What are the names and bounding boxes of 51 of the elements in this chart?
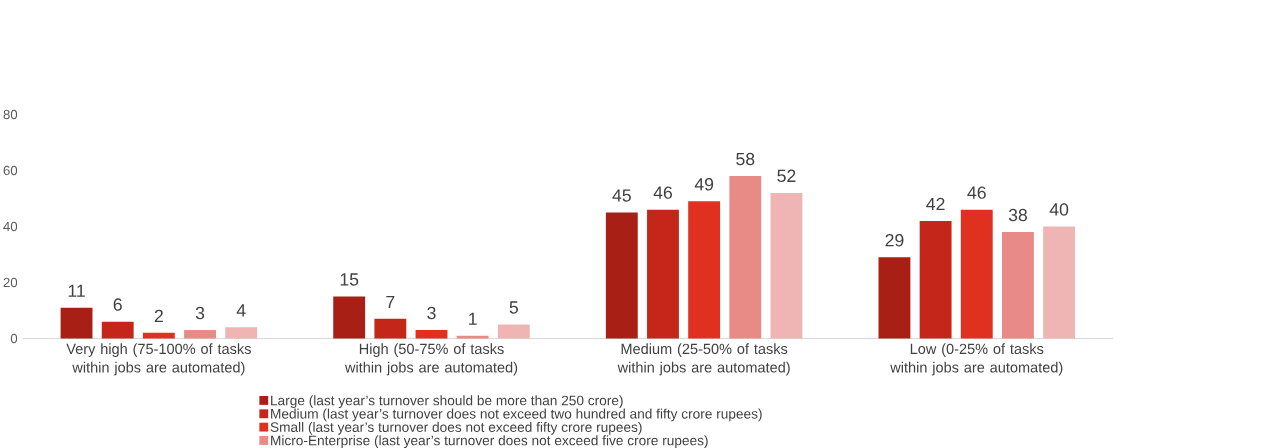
x-tick-label: Medium (25-50% of tasks within jobs are automated): [617, 343, 790, 376]
data-label: 3: [195, 306, 205, 320]
bar: [415, 329, 448, 339]
bar: [919, 220, 952, 339]
x-tick-label: Low (0-25% of tasks within jobs are automated): [890, 343, 1063, 376]
bar: [960, 209, 993, 339]
bar: [647, 209, 679, 339]
bar: [60, 307, 93, 339]
data-label: 3: [427, 306, 436, 320]
data-label: 38: [1008, 208, 1027, 222]
bar: [333, 296, 366, 339]
data-label: 46: [653, 186, 673, 199]
x-tick-label: High (50-75% of tasks within jobs are automated): [344, 343, 518, 376]
y-tick-label: 40: [3, 221, 18, 232]
bar: [184, 329, 216, 339]
data-label: 49: [694, 177, 714, 191]
y-tick-label: 20: [3, 277, 18, 287]
bar: [770, 192, 803, 339]
data-label: 40: [1049, 203, 1069, 216]
y-tick-label: 0: [10, 333, 18, 343]
legend-label: Medium (last year’s turnover does not exceed two hundred and fifty crore rupees): [271, 408, 762, 422]
bar: [225, 327, 258, 339]
data-label: 29: [885, 233, 904, 247]
bar: [878, 257, 911, 339]
bar: [1043, 226, 1076, 339]
data-label: 11: [68, 284, 85, 297]
data-label: 2: [154, 309, 163, 322]
legend-label: Small (last year’s turnover does not exceed fifty crore rupees): [270, 421, 642, 435]
data-label: 5: [509, 301, 518, 314]
bar: [374, 318, 407, 339]
data-label: 7: [386, 295, 395, 308]
data-label: 42: [926, 197, 945, 210]
data-label: 15: [340, 273, 359, 286]
data-label: 6: [113, 298, 122, 311]
y-tick-label: 80: [3, 109, 18, 120]
bar: [101, 321, 134, 339]
legend-label: Large (last year’s turnover should be more than 250 crore): [271, 395, 623, 408]
bar: [688, 201, 721, 339]
bar: [605, 212, 638, 339]
bar: [729, 175, 762, 339]
data-label: 52: [777, 169, 796, 182]
data-label: 58: [736, 152, 755, 166]
bar: [497, 324, 530, 339]
y-tick-label: 60: [3, 165, 18, 176]
data-label: 45: [612, 189, 631, 202]
data-label: 4: [236, 304, 246, 317]
legend-label: Micro-Enterprise (last year’s turnover does not exceed five crore rupees): [271, 435, 708, 448]
x-tick-label: Very high (75-100% of tasks within jobs are automated): [66, 343, 251, 376]
data-label: 46: [967, 186, 986, 199]
data-label: 1: [469, 312, 477, 325]
bar: [1002, 231, 1034, 339]
